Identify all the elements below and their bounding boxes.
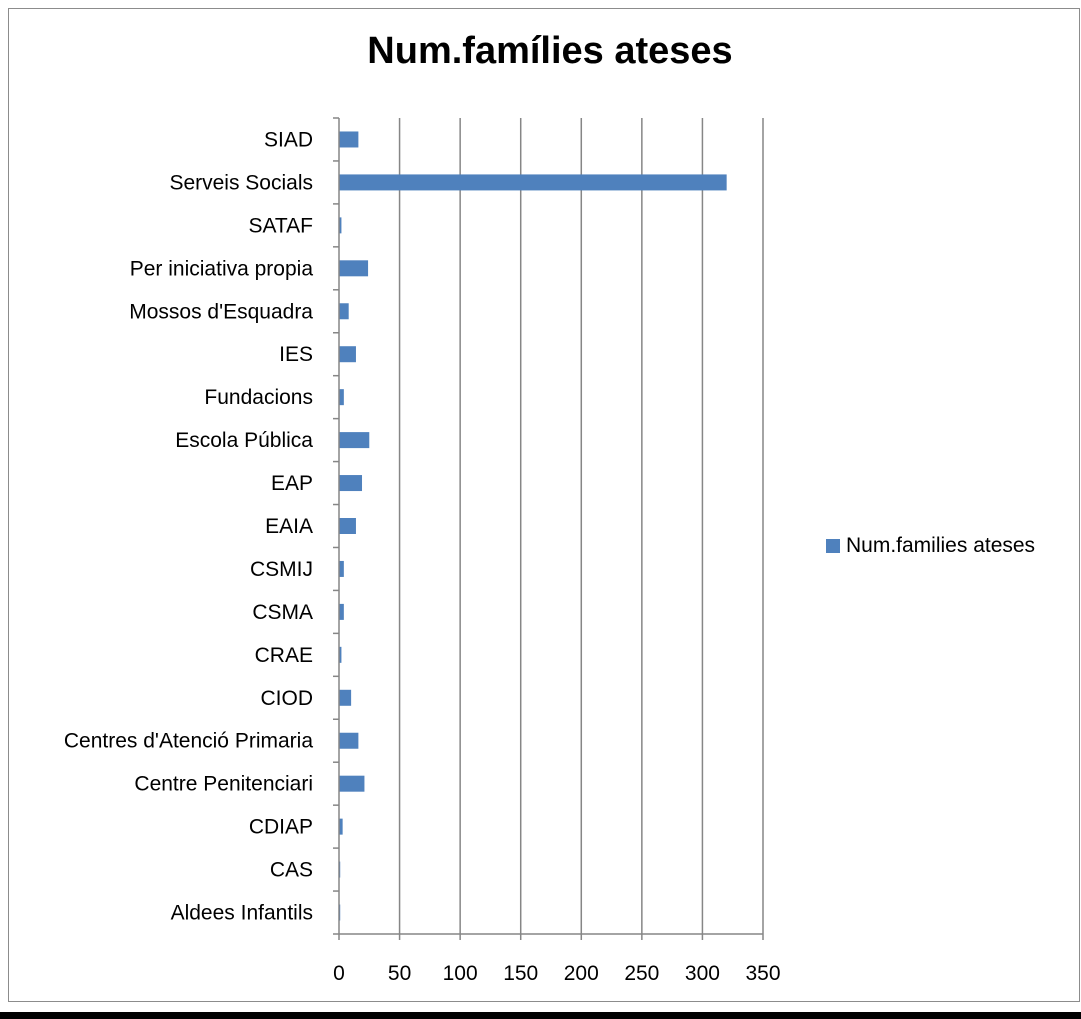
category-label-18: Aldees Infantils bbox=[171, 902, 313, 925]
bar-9 bbox=[339, 518, 356, 534]
bar-8 bbox=[339, 475, 363, 492]
grid-lines bbox=[398, 118, 764, 934]
category-label-11: CSMA bbox=[252, 601, 313, 624]
x-tick-label-250: 250 bbox=[624, 962, 659, 985]
category-label-8: EAP bbox=[271, 472, 313, 495]
x-tick-label-200: 200 bbox=[564, 962, 599, 985]
x-tick-label-300: 300 bbox=[685, 962, 720, 985]
legend-label: Num.families ateses bbox=[846, 534, 1036, 557]
bar-14 bbox=[339, 732, 359, 749]
category-label-10: CSMIJ bbox=[250, 558, 313, 581]
bar-7 bbox=[339, 432, 370, 449]
category-label-12: CRAE bbox=[255, 644, 313, 667]
chart-frame bbox=[8, 8, 1080, 1002]
bar-15 bbox=[339, 775, 365, 792]
category-label-17: CAS bbox=[270, 859, 313, 882]
bar-6 bbox=[339, 389, 344, 406]
legend-swatch bbox=[826, 539, 840, 553]
chart-title: Num.famílies ateses bbox=[367, 30, 733, 72]
x-tick-label-0: 0 bbox=[333, 962, 345, 985]
x-tick-labels: 0 50 100 150 200 250 300 350 bbox=[333, 962, 780, 985]
bar-10 bbox=[339, 560, 344, 577]
category-label-1: Serveis Socials bbox=[169, 171, 313, 194]
category-label-5: IES bbox=[279, 343, 313, 366]
legend: Num.families ateses bbox=[826, 534, 1035, 558]
x-tick-label-150: 150 bbox=[503, 962, 538, 985]
axes bbox=[333, 117, 764, 940]
bars bbox=[339, 131, 727, 921]
category-label-9: EAIA bbox=[265, 515, 313, 538]
category-label-3: Per iniciativa propia bbox=[130, 257, 314, 280]
bar-13 bbox=[339, 689, 352, 706]
bar-16 bbox=[339, 818, 343, 835]
bottom-rule bbox=[0, 1012, 1081, 1019]
bar-11 bbox=[339, 603, 344, 620]
category-label-2: SATAF bbox=[248, 214, 313, 237]
category-label-13: CIOD bbox=[261, 687, 314, 710]
category-label-6: Fundacions bbox=[204, 386, 313, 409]
category-label-7: Escola Pública bbox=[175, 429, 313, 452]
x-tick-label-50: 50 bbox=[388, 962, 411, 985]
bar-1 bbox=[339, 174, 727, 191]
bar-4 bbox=[339, 303, 349, 320]
category-label-16: CDIAP bbox=[249, 816, 313, 839]
x-tick-label-350: 350 bbox=[745, 962, 780, 985]
x-tick-label-100: 100 bbox=[443, 962, 478, 985]
bar-2 bbox=[339, 217, 342, 234]
category-label-0: SIAD bbox=[264, 128, 313, 151]
bar-12 bbox=[339, 646, 342, 663]
bar-5 bbox=[339, 346, 356, 363]
category-label-14: Centres d'Atenció Primaria bbox=[64, 730, 313, 753]
bar-3 bbox=[339, 260, 369, 277]
category-labels: SIAD Serveis Socials SATAF Per iniciativa p… bbox=[64, 128, 313, 924]
category-label-4: Mossos d'Esquadra bbox=[129, 300, 313, 323]
bar-0 bbox=[339, 131, 359, 148]
category-label-15: Centre Penitenciari bbox=[134, 773, 313, 796]
